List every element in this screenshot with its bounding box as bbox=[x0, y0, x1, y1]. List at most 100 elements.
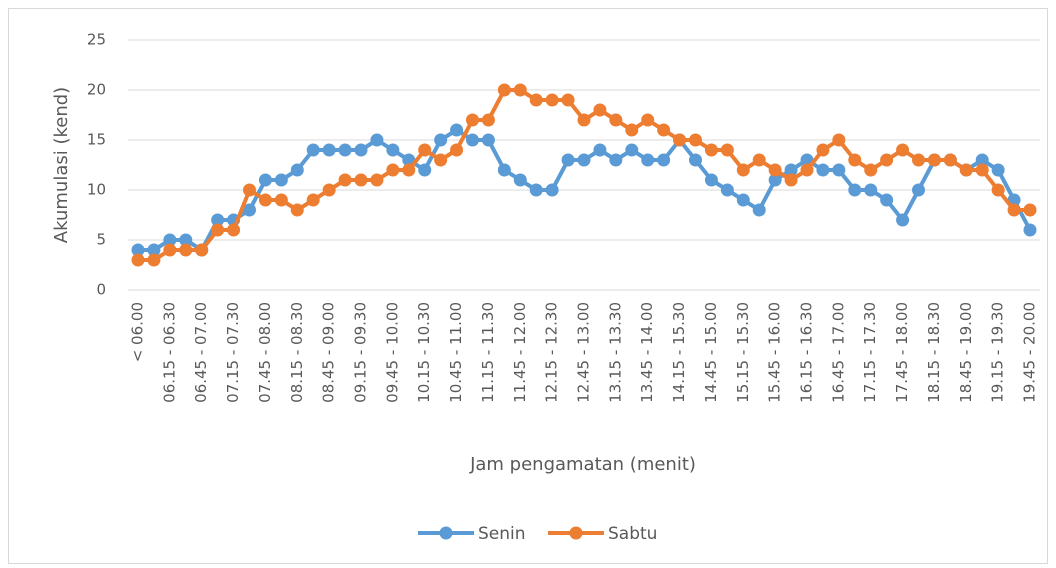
data-point bbox=[545, 183, 559, 197]
data-point bbox=[274, 173, 288, 187]
x-tick-label: 07.45 - 08.00 bbox=[256, 302, 274, 403]
x-tick-label: 10.15 - 10.30 bbox=[415, 302, 433, 403]
data-point bbox=[768, 163, 782, 177]
data-point bbox=[609, 153, 623, 167]
data-point bbox=[450, 123, 464, 137]
data-point bbox=[816, 143, 830, 157]
data-point bbox=[625, 143, 639, 157]
data-point bbox=[290, 203, 304, 217]
data-point bbox=[704, 173, 718, 187]
x-tick-label: 14.45 - 15.00 bbox=[702, 302, 720, 403]
y-tick-label: 10 bbox=[87, 181, 106, 199]
data-point bbox=[338, 173, 352, 187]
data-point bbox=[529, 93, 543, 107]
data-point bbox=[832, 163, 846, 177]
data-point bbox=[577, 113, 591, 127]
data-point bbox=[370, 173, 384, 187]
data-point bbox=[211, 213, 225, 227]
data-point bbox=[131, 243, 145, 257]
data-point bbox=[481, 133, 495, 147]
x-tick-label: 15.15 - 15.30 bbox=[734, 302, 752, 403]
legend-marker bbox=[439, 526, 453, 540]
data-point bbox=[258, 173, 272, 187]
data-point bbox=[864, 163, 878, 177]
x-tick-label: 13.45 - 14.00 bbox=[638, 302, 656, 403]
data-point bbox=[912, 153, 925, 167]
y-axis-title: Akumulasi (kend) bbox=[51, 87, 72, 243]
data-point bbox=[306, 193, 320, 207]
data-point bbox=[258, 193, 272, 207]
x-tick-label: 07.15 - 07.30 bbox=[224, 302, 242, 403]
data-point bbox=[752, 153, 766, 167]
data-point bbox=[848, 153, 862, 167]
data-point bbox=[991, 163, 1005, 177]
x-axis-title: Jam pengamatan (menit) bbox=[469, 454, 696, 475]
data-point bbox=[704, 143, 718, 157]
data-point bbox=[641, 113, 655, 127]
data-point bbox=[338, 143, 352, 157]
data-point bbox=[864, 183, 878, 197]
data-point bbox=[848, 183, 862, 197]
data-point bbox=[689, 153, 702, 167]
data-point bbox=[1023, 223, 1037, 237]
data-point bbox=[657, 153, 671, 167]
data-point bbox=[784, 163, 798, 177]
x-tick-label: 16.45 - 17.00 bbox=[829, 302, 847, 403]
y-tick-label: 20 bbox=[87, 81, 106, 99]
data-point bbox=[800, 163, 814, 177]
data-point bbox=[641, 153, 655, 167]
data-point bbox=[577, 153, 591, 167]
legend-marker bbox=[569, 526, 583, 540]
data-point bbox=[274, 193, 288, 207]
data-point bbox=[243, 203, 256, 217]
x-tick-label: 18.15 - 18.30 bbox=[925, 302, 943, 403]
x-tick-label: 13.15 - 13.30 bbox=[606, 302, 624, 403]
y-tick-label: 5 bbox=[96, 231, 106, 249]
data-point bbox=[736, 193, 750, 207]
data-point bbox=[354, 173, 368, 187]
data-point bbox=[211, 223, 225, 237]
data-point bbox=[657, 123, 671, 137]
data-point bbox=[593, 103, 607, 117]
data-point bbox=[418, 163, 432, 177]
data-point bbox=[306, 143, 320, 157]
data-point bbox=[959, 163, 973, 177]
data-point bbox=[497, 83, 511, 97]
data-point bbox=[561, 153, 575, 167]
data-point bbox=[497, 163, 511, 177]
data-point bbox=[513, 173, 527, 187]
data-point bbox=[195, 243, 209, 257]
x-tick-label: 17.15 - 17.30 bbox=[861, 302, 879, 403]
data-point bbox=[784, 173, 798, 187]
data-point bbox=[322, 143, 336, 157]
data-point bbox=[386, 143, 400, 157]
x-tick-label: 06.45 - 07.00 bbox=[192, 302, 210, 403]
data-point bbox=[434, 133, 448, 147]
data-point bbox=[147, 243, 161, 257]
data-point bbox=[943, 153, 957, 167]
data-point bbox=[625, 123, 639, 137]
data-point bbox=[689, 133, 702, 147]
x-tick-label: 08.45 - 09.00 bbox=[320, 302, 338, 403]
x-tick-label: 11.45 - 12.00 bbox=[511, 302, 529, 403]
data-point bbox=[466, 133, 479, 147]
x-tick-label: < 06.00 bbox=[129, 302, 147, 362]
data-point bbox=[880, 153, 894, 167]
data-point bbox=[450, 143, 464, 157]
y-tick-label: 0 bbox=[96, 281, 106, 299]
x-tick-label: 10.45 - 11.00 bbox=[447, 302, 465, 403]
data-point bbox=[896, 213, 910, 227]
data-point bbox=[227, 223, 241, 237]
data-point bbox=[179, 233, 193, 247]
data-point bbox=[163, 233, 177, 247]
data-point bbox=[147, 253, 161, 267]
x-tick-label: 08.15 - 08.30 bbox=[288, 302, 306, 403]
data-point bbox=[1023, 203, 1037, 217]
data-point bbox=[975, 163, 989, 177]
data-point bbox=[434, 153, 448, 167]
data-point bbox=[529, 183, 543, 197]
data-point bbox=[354, 143, 368, 157]
data-point bbox=[561, 93, 575, 107]
